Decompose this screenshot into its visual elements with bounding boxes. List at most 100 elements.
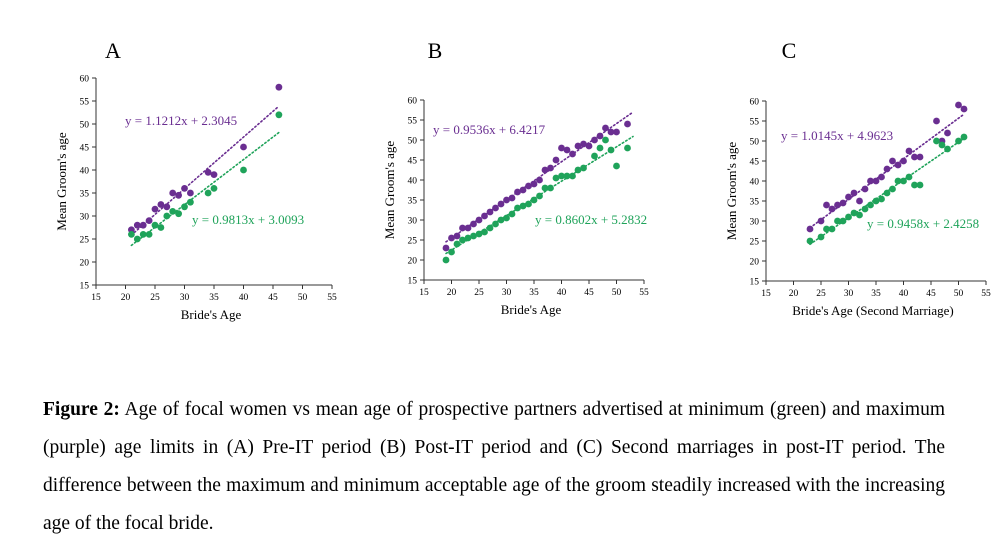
data-point-purple [541,166,549,174]
y-tick-label: 15 [750,278,760,288]
trend-line-green [130,131,280,247]
data-point-purple [828,205,836,213]
data-point-purple [497,200,505,208]
data-point-green [878,195,885,203]
data-point-purple [883,165,891,173]
data-point-purple [133,221,141,229]
data-point-purple [900,157,907,165]
data-point-purple [514,188,521,196]
x-tick-label: 25 [474,288,484,298]
data-point-purple [453,232,461,240]
y-tick-label: 25 [408,237,418,247]
x-tick-label: 50 [612,288,622,298]
data-point-green [817,233,825,241]
x-tick-label: 45 [584,288,594,298]
data-point-purple [916,153,924,161]
data-point-green [453,240,461,248]
data-point-green [448,248,455,256]
data-point-purple [823,201,830,209]
y-tick-label: 30 [408,217,418,227]
data-point-green [139,231,147,238]
x-tick-label: 40 [899,289,909,299]
data-point-green [547,184,554,192]
x-tick-label: 20 [121,293,131,303]
data-point-green [944,145,951,153]
y-tick-label: 15 [80,282,90,292]
data-point-green [145,231,153,238]
data-point-purple [569,150,576,158]
y-axis-label: Mean Groom's age [724,142,739,241]
y-tick-label: 50 [80,121,90,131]
data-point-purple [459,224,466,232]
panel-b: B 15 20 25 30 35 40 45 50 55 15 20 25 30 35 40 45 50 55 60 B… [378,0,678,330]
data-point-green [464,234,472,242]
data-point-purple [817,217,825,225]
data-point-purple [519,186,527,194]
data-point-purple [905,147,913,155]
data-point-green [541,184,549,192]
data-point-green [889,185,896,193]
x-axis-label: Bride's Age [501,302,562,317]
data-point-green [607,146,615,154]
data-point-green [552,174,560,182]
panel-a: A 15 20 25 30 35 40 45 50 55 15 20 25 30 35 40 45 50 55 60 B… [50,0,350,330]
data-point-purple [475,216,483,224]
panel-letter: C [782,38,797,63]
y-tick-label: 40 [750,178,760,188]
chart-c: C 15 20 25 30 35 40 45 50 55 15 20 25 30 35 40 45 50 55 60 B… [724,38,991,318]
y-tick-label: 55 [750,118,760,128]
data-point-green [834,217,841,225]
data-point-purple [850,189,858,197]
y-tick-label: 45 [408,157,418,167]
data-point-purple [547,164,554,172]
data-point-green [894,177,902,185]
x-tick-label: 30 [502,288,512,298]
data-point-purple [240,143,247,151]
caption-label: Figure 2: [43,399,120,420]
data-point-green [240,166,247,174]
data-point-purple [607,128,615,136]
x-tick-label: 20 [789,289,799,299]
data-point-green [856,211,863,219]
data-point-purple [508,194,516,202]
y-tick-label: 40 [408,177,418,187]
equation-green: y = 0.9813x + 3.0093 [192,212,304,227]
data-point-green [133,235,141,243]
data-point-purple [139,221,147,229]
data-point-green [850,209,858,217]
data-point-purple [486,208,494,216]
y-tick-label: 20 [408,257,418,267]
data-point-green [163,212,171,220]
y-tick-label: 30 [80,213,90,223]
y-tick-label: 35 [750,198,760,208]
data-point-green [475,230,483,238]
data-point-purple [911,153,918,161]
data-point-purple [944,129,951,137]
data-point-purple [151,205,159,213]
x-axis-label: Bride's Age (Second Marriage) [792,303,954,318]
data-point-green [204,189,212,197]
data-point-purple [536,176,543,184]
equation-purple: y = 0.9536x + 6.4217 [433,122,546,137]
data-point-purple [169,189,177,197]
data-point-green [845,213,852,221]
data-point-green [839,217,847,225]
data-point-green [558,172,565,180]
x-tick-label: 40 [557,288,567,298]
data-point-green [574,166,582,174]
data-point-green [492,220,499,228]
data-point-green [459,236,466,244]
data-point-green [916,181,924,189]
y-tick-label: 25 [750,238,760,248]
panel-c: C 15 20 25 30 35 40 45 50 55 15 20 25 30 35 40 45 50 55 60 B… [718,0,1004,330]
x-tick-label: 50 [298,293,308,303]
data-point-purple [574,142,582,150]
x-tick-label: 25 [816,289,826,299]
data-point-green [613,162,620,170]
data-point-purple [889,157,896,165]
data-point-purple [464,224,472,232]
data-point-purple [955,101,962,109]
chart-a: A 15 20 25 30 35 40 45 50 55 15 20 25 30 35 40 45 50 55 60 B… [54,38,337,322]
data-point-purple [591,136,598,144]
x-tick-label: 45 [268,293,278,303]
